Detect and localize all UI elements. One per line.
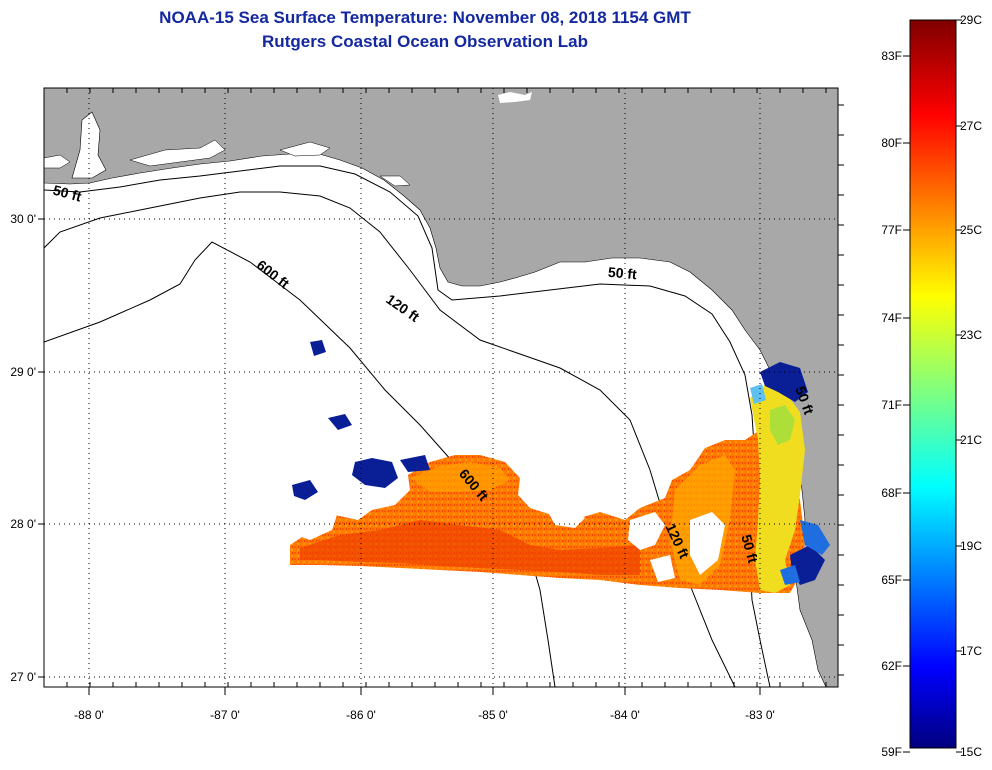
colorbar-labels: 83F 80F 77F 74F 71F 68F 65F 62F 59F 29C 27C 25C 23C 2… xyxy=(881,13,982,759)
bay-water xyxy=(279,141,331,157)
lon-label: -87 0' xyxy=(210,708,240,722)
cloud-gap xyxy=(548,510,585,528)
lat-label: 27 0' xyxy=(10,670,36,684)
cloud-gap xyxy=(296,508,338,540)
cold-patch xyxy=(310,340,326,356)
colorbar xyxy=(909,19,957,749)
colorbar-f-label: 59F xyxy=(881,745,902,759)
axis-labels: -88 0' -87 0' -86 0' -85 0' -84 0' -83 0' 30 0… xyxy=(10,212,774,722)
cold-patch xyxy=(780,565,800,585)
lat-label: 30 0' xyxy=(10,212,36,226)
cold-patch xyxy=(800,520,830,555)
colorbar-c-label: 15C xyxy=(960,745,982,759)
map-subtitle: Rutgers Coastal Ocean Observation Lab xyxy=(262,32,588,51)
cold-patch xyxy=(760,362,808,402)
colorbar-f-label: 74F xyxy=(881,311,902,325)
cold-patch xyxy=(750,384,766,404)
map-title: NOAA-15 Sea Surface Temperature: Novembe… xyxy=(159,8,691,27)
lat-label: 29 0' xyxy=(10,365,36,379)
lat-label: 28 0' xyxy=(10,517,36,531)
depth-contour-120ft xyxy=(44,191,736,687)
colorbar-c-label: 27C xyxy=(960,119,982,133)
lon-label: -86 0' xyxy=(346,708,376,722)
cloud-gap xyxy=(650,555,675,582)
colorbar-c-label: 21C xyxy=(960,433,982,447)
contour-label: 50 ft xyxy=(738,533,761,565)
sst-coastal-green xyxy=(770,405,795,445)
colorbar-c-label: 23C xyxy=(960,328,982,342)
colorbar-c-label: 17C xyxy=(960,644,982,658)
cold-patch xyxy=(790,545,825,585)
bay-water xyxy=(71,111,107,179)
contour-label: 50 ft xyxy=(51,182,83,205)
colorbar-f-label: 83F xyxy=(881,49,902,63)
colorbar-f-label: 65F xyxy=(881,573,902,587)
colorbar-c-label: 19C xyxy=(960,539,982,553)
sst-mid-band xyxy=(410,462,510,492)
lon-label: -85 0' xyxy=(478,708,508,722)
sst-hot-core xyxy=(300,520,640,575)
colorbar-f-label: 77F xyxy=(881,223,902,237)
cold-patch xyxy=(400,455,430,472)
bay-water xyxy=(129,139,226,167)
contour-label: 50 ft xyxy=(607,264,637,282)
colorbar-c-label: 25C xyxy=(960,223,982,237)
lon-label: -83 0' xyxy=(745,708,775,722)
map-frame xyxy=(43,87,839,688)
cold-patch xyxy=(328,414,352,430)
colorbar-c-label: 29C xyxy=(960,13,982,27)
lon-label: -84 0' xyxy=(610,708,640,722)
colorbar-f-label: 80F xyxy=(881,136,902,150)
bay-water xyxy=(44,154,71,169)
cloud-gap xyxy=(628,512,665,550)
sst-coastal-cool xyxy=(750,385,805,593)
colorbar-f-label: 71F xyxy=(881,398,902,412)
graticule xyxy=(38,88,844,695)
colorbar-f-label: 68F xyxy=(881,486,902,500)
colorbar-f-label: 62F xyxy=(881,659,902,673)
lon-label: -88 0' xyxy=(74,708,104,722)
cold-patch xyxy=(292,480,318,500)
cloud-gap xyxy=(690,512,725,575)
lake-water xyxy=(498,92,532,103)
bay-water xyxy=(379,175,411,187)
cold-patch xyxy=(352,458,398,488)
